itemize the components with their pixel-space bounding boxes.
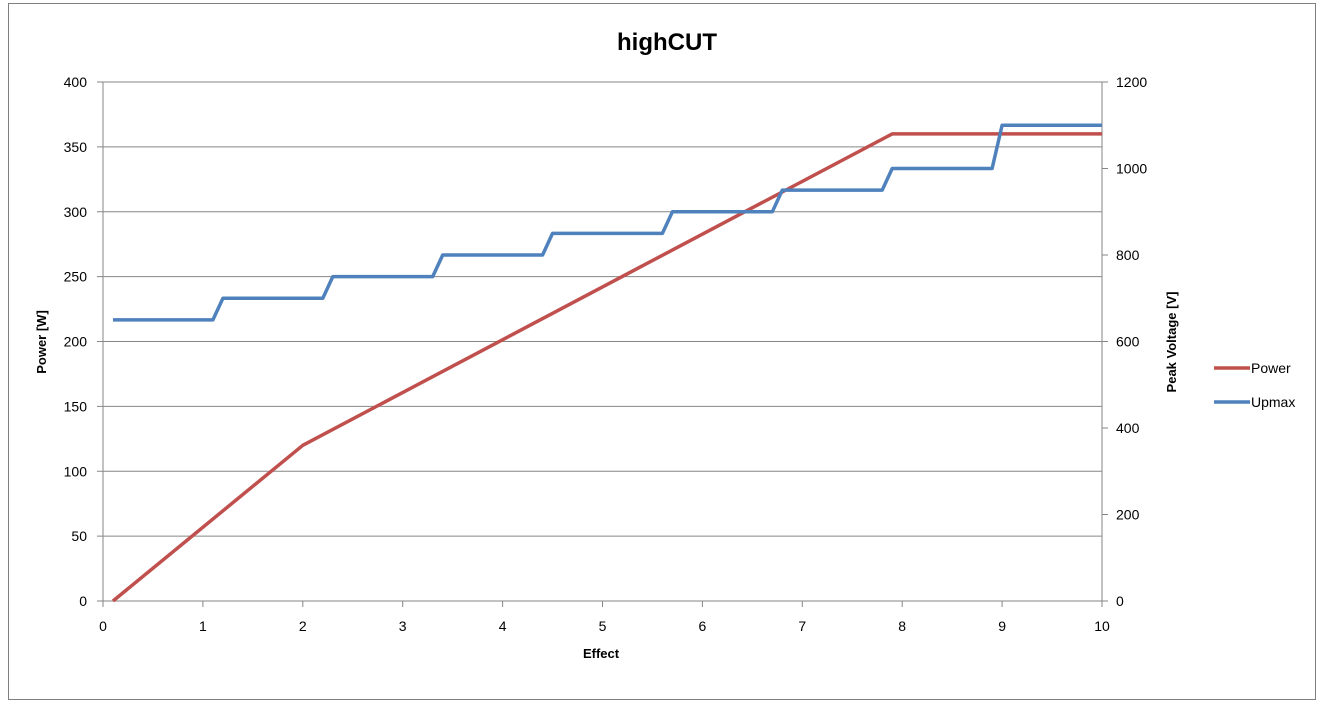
y2-tick-label: 0 (1116, 593, 1124, 609)
series-line-power (111, 132, 1102, 603)
x-tick-label: 6 (699, 618, 707, 634)
y2-tick-label: 400 (1116, 420, 1140, 436)
y2-tick-label: 600 (1116, 334, 1140, 350)
x-tick-label: 7 (798, 618, 806, 634)
legend-label-power: Power (1251, 360, 1291, 376)
series-lines (111, 123, 1102, 603)
x-tick-label: 10 (1094, 618, 1110, 634)
x-tick-label: 9 (998, 618, 1006, 634)
x-tick-label: 2 (299, 618, 307, 634)
y-tick-label: 400 (64, 74, 88, 90)
x-axis-title: Effect (583, 646, 620, 661)
y-tick-label: 150 (64, 398, 88, 414)
y2-tick-label: 800 (1116, 247, 1140, 263)
y-tick-label: 100 (64, 463, 88, 479)
x-tick-label: 4 (499, 618, 507, 634)
y-tick-label: 50 (71, 528, 87, 544)
y2-axis-title: Peak Voltage [V] (1164, 292, 1179, 393)
axes (97, 81, 1108, 607)
x-tick-label: 5 (599, 618, 607, 634)
y-tick-label: 0 (79, 593, 87, 609)
y-tick-label: 350 (64, 139, 88, 155)
x-tick-label: 8 (898, 618, 906, 634)
chart-area (8, 3, 1316, 700)
x-tick-label: 3 (399, 618, 407, 634)
x-tick-label: 1 (199, 618, 207, 634)
y-tick-label: 200 (64, 334, 88, 350)
legend: Power Upmax (1214, 360, 1295, 410)
x-tick-label: 0 (99, 618, 107, 634)
gridlines (103, 81, 1102, 537)
y-axis-title: Power [W] (34, 310, 49, 374)
chart-title: highCUT (617, 29, 717, 56)
y-tick-label: 300 (64, 204, 88, 220)
y2-tick-label: 200 (1116, 507, 1140, 523)
y-tick-label: 250 (64, 269, 88, 285)
y2-tick-label: 1000 (1116, 161, 1147, 177)
legend-label-upmax: Upmax (1251, 394, 1295, 410)
y2-tick-label: 1200 (1116, 74, 1147, 90)
tick-labels: 0501001502002503003504000200400600800100… (64, 74, 1148, 634)
series-line-upmax (113, 123, 1102, 322)
